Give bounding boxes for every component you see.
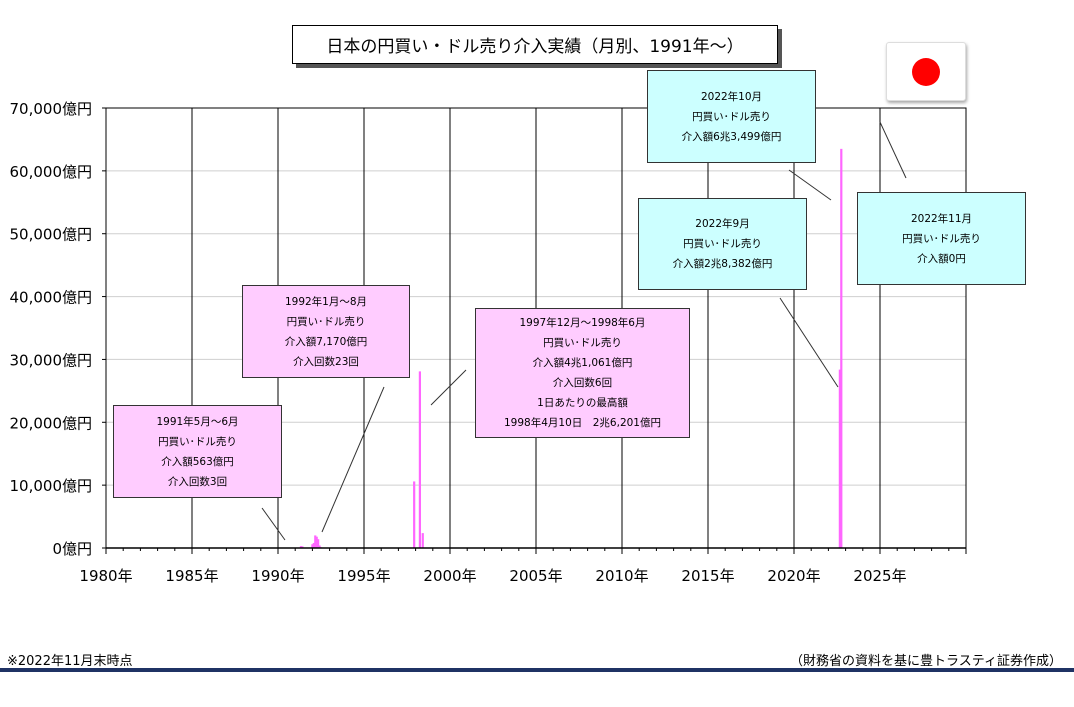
bar-1992-02: [312, 542, 315, 548]
leader-line-2022-10: [788, 169, 832, 201]
callout-line: 介入回数3回: [167, 475, 228, 488]
y-tick-label: 20,000億円: [10, 414, 93, 432]
x-axis-tick-labels: 1980年 1985年 1990年 1995年 2000年 2005年 2010年 2015年…: [79, 567, 906, 585]
callout-line: 介入回数6回: [552, 377, 613, 389]
y-tick-label: 0億円: [52, 540, 92, 558]
x-tick-label: 1995年: [337, 567, 390, 585]
callout-2022-09: 2022年9月 円買い･ドル売り 介入額2兆8,382億円: [638, 198, 807, 290]
callout-line: 介入回数23回: [293, 355, 359, 368]
callout-line: 介入額2兆8,382億円: [672, 258, 773, 270]
callout-line: 1日あたりの最高額: [537, 397, 628, 409]
y-tick-label: 70,000億円: [10, 100, 93, 118]
callout-line: 介入額0円: [917, 252, 966, 265]
leader-line-1992: [321, 386, 385, 533]
callout-line: 円買い･ドル売り: [683, 238, 762, 250]
leader-line-2022-09: [779, 297, 839, 388]
callout-line: 2022年11月: [910, 212, 973, 225]
source-note: （財務省の資料を基に豊トラスティ証券作成）: [790, 654, 1062, 669]
callout-line: 介入額7,170億円: [284, 335, 368, 348]
callout-2022-10: 2022年10月 円買い･ドル売り 介入額6兆3,499億円: [647, 70, 816, 163]
x-tick-label: 1985年: [165, 567, 218, 585]
footnote: ※2022年11月末時点: [7, 654, 133, 669]
callout-line: 2022年10月: [700, 90, 763, 103]
bar-1998-06: [421, 533, 424, 548]
y-tick-label: 40,000億円: [10, 289, 93, 307]
bar-1992-03: [314, 535, 317, 548]
callout-2022-11: 2022年11月 円買い･ドル売り 介入額0円: [857, 192, 1026, 285]
bar-2022-10: [840, 148, 843, 548]
callout-leader-lines: [261, 121, 907, 541]
callout-line: 円買い･ドル売り: [543, 337, 622, 349]
x-tick-label: 2000年: [423, 567, 476, 585]
y-axis-tick-labels: 0億円 10,000億円 20,000億円 30,000億円 40,000億円 50,00…: [10, 100, 93, 558]
callout-line: 1992年1月～8月: [284, 295, 368, 308]
x-tick-label: 1980年: [79, 567, 132, 585]
bar-1992-01: [311, 544, 314, 548]
x-tick-label: 2010年: [595, 567, 648, 585]
callout-line: 1991年5月～6月: [156, 415, 239, 428]
callout-line: 円買い･ドル売り: [158, 435, 237, 448]
y-tick-label: 60,000億円: [10, 163, 93, 181]
y-tick-label: 30,000億円: [10, 351, 93, 369]
leader-line-1997: [430, 369, 467, 406]
chart-title: 日本の円買い・ドル売り介入実績（月別、1991年～）: [292, 25, 778, 64]
bar-1992-05: [317, 539, 320, 548]
leader-line-1991: [261, 507, 286, 541]
bar-1997-12: [413, 481, 416, 548]
axes: [102, 107, 967, 554]
callout-line: 介入額4兆1,061億円: [532, 357, 633, 369]
callout-1991: 1991年5月～6月 円買い･ドル売り 介入額563億円 介入回数3回: [113, 405, 282, 498]
x-tick-label: 1990年: [251, 567, 304, 585]
callout-1992: 1992年1月～8月 円買い･ドル売り 介入額7,170億円 介入回数23回: [242, 285, 410, 378]
leader-line-2022-11: [879, 121, 907, 179]
callout-line: 1998年4月10日 2兆6,201億円: [503, 417, 661, 429]
flag-red-circle: [912, 58, 940, 86]
callout-1997-1998: 1997年12月～1998年6月 円買い･ドル売り 介入額4兆1,061億円 介…: [475, 308, 690, 438]
x-tick-label: 2015年: [681, 567, 734, 585]
bar-1992-04: [315, 536, 318, 548]
bar-1998-04: [418, 371, 421, 548]
callout-line: 円買い･ドル売り: [692, 110, 771, 123]
bar-1992-06: [318, 545, 321, 548]
japan-flag-icon: [886, 42, 966, 101]
x-tick-label: 2025年: [853, 567, 906, 585]
callout-line: 介入額563億円: [161, 455, 234, 468]
y-tick-label: 10,000億円: [10, 477, 93, 495]
x-tick-label: 2020年: [767, 567, 820, 585]
bar-1991-05: [299, 546, 303, 548]
callout-line: 1997年12月～1998年6月: [519, 317, 646, 329]
footer-rule: [0, 668, 1074, 672]
callout-line: 円買い･ドル売り: [286, 315, 366, 328]
bar-2022-09: [838, 369, 841, 548]
y-tick-label: 50,000億円: [10, 226, 93, 244]
bar-1991-06: [301, 546, 304, 548]
x-tick-label: 2005年: [509, 567, 562, 585]
callout-line: 介入額6兆3,499億円: [681, 130, 782, 143]
callout-line: 2022年9月: [695, 218, 750, 230]
callout-line: 円買い･ドル売り: [902, 232, 981, 245]
